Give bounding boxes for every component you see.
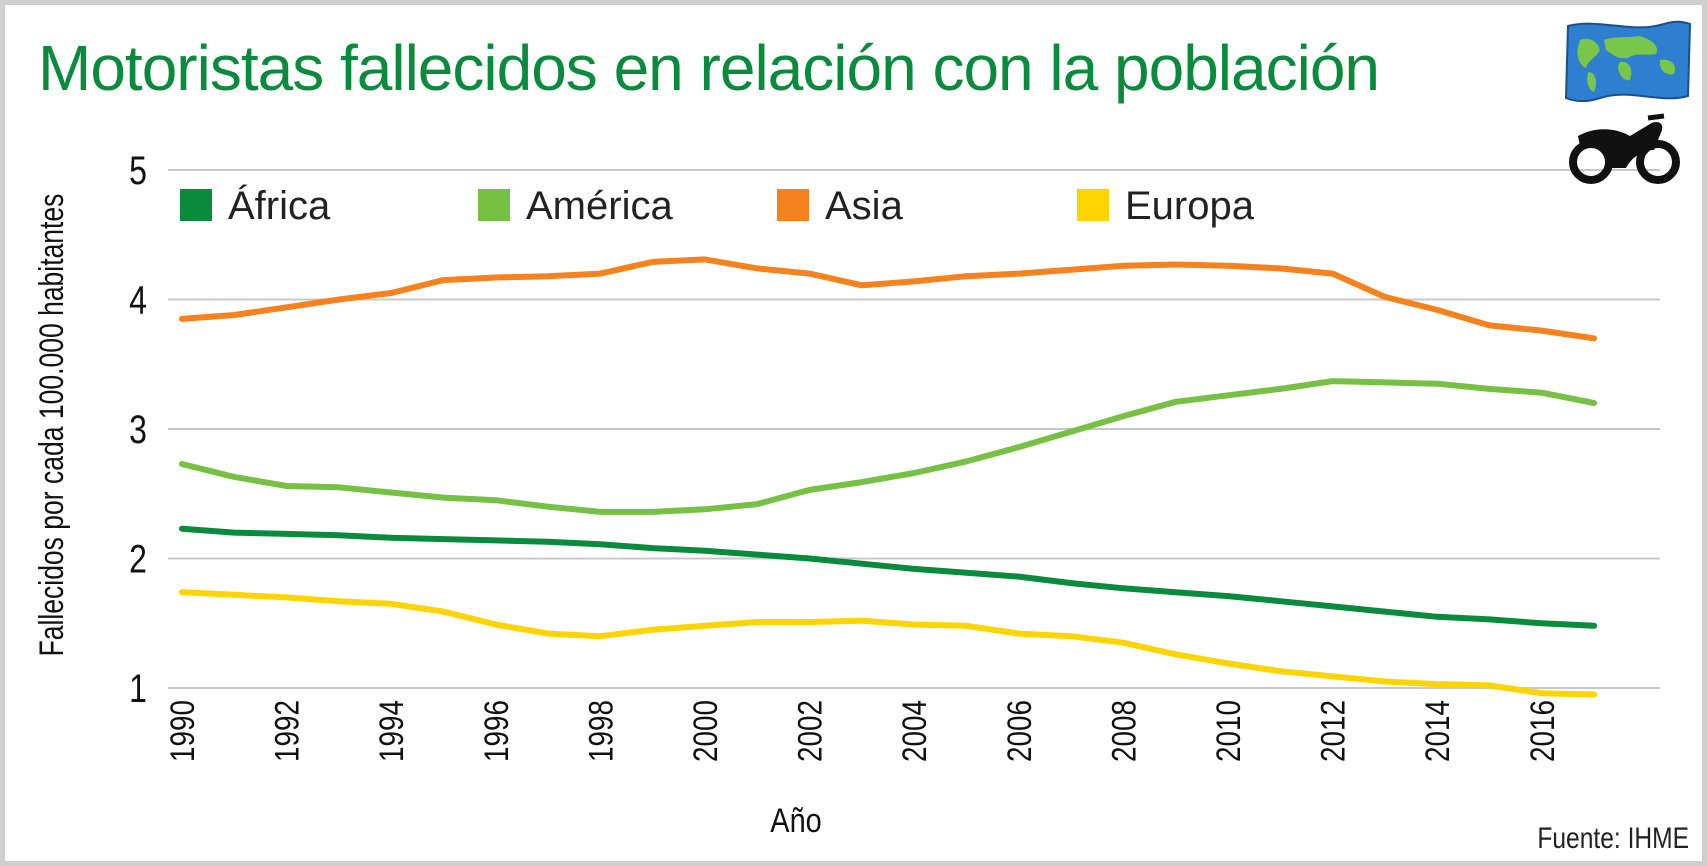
chart-title: Motoristas fallecidos en relación con la… xyxy=(38,32,1380,104)
source-note: Fuente: IHME xyxy=(1537,822,1689,855)
y-tick-label: 3 xyxy=(129,407,147,452)
legend-swatch xyxy=(777,189,809,221)
y-axis-label: Fallecidos por cada 100.000 habitantes xyxy=(33,194,71,657)
legend-swatch xyxy=(478,189,510,221)
x-tick-label: 2004 xyxy=(896,700,934,762)
world-flag-icon xyxy=(1564,20,1692,102)
x-ticks: 1990 1992 1994 1996 1998 2000 2002 2004 2006 2008… xyxy=(163,700,1561,762)
legend-label: Asia xyxy=(825,184,904,228)
series-line-2 xyxy=(179,378,1598,515)
x-tick-label: 1998 xyxy=(582,700,620,762)
x-tick-label: 2014 xyxy=(1419,700,1457,762)
series-line-4 xyxy=(179,589,1598,698)
gridlines xyxy=(168,169,1660,689)
y-ticks: 1 2 3 4 5 xyxy=(129,148,147,711)
x-tick-label: 2010 xyxy=(1209,700,1247,762)
x-tick-label: 1996 xyxy=(477,700,515,762)
motorcycle-icon xyxy=(1569,113,1680,184)
y-tick-label: 1 xyxy=(129,666,147,711)
legend-swatch xyxy=(1077,189,1109,221)
y-tick-label: 2 xyxy=(129,536,147,581)
x-tick-label: 2016 xyxy=(1523,700,1561,762)
x-tick-label: 2002 xyxy=(791,700,829,762)
x-tick-label: 2006 xyxy=(1000,700,1038,762)
legend-swatch xyxy=(180,189,212,221)
series-line-1 xyxy=(179,525,1598,629)
x-axis-label: Año xyxy=(770,801,821,840)
legend: África América Asia Europa xyxy=(180,183,1255,228)
x-tick-label: 2000 xyxy=(686,700,724,762)
x-tick-label: 1994 xyxy=(373,700,411,762)
legend-label: África xyxy=(228,183,331,228)
legend-label: Europa xyxy=(1125,184,1255,228)
y-tick-label: 5 xyxy=(129,148,147,193)
x-tick-label: 2012 xyxy=(1314,700,1352,762)
x-tick-label: 1992 xyxy=(268,700,306,762)
x-tick-label: 2008 xyxy=(1105,700,1143,762)
legend-label: América xyxy=(526,184,673,228)
y-tick-label: 4 xyxy=(129,277,147,322)
x-tick-label: 1990 xyxy=(163,700,201,762)
series-line-3 xyxy=(179,256,1598,342)
series-lines xyxy=(179,256,1598,698)
